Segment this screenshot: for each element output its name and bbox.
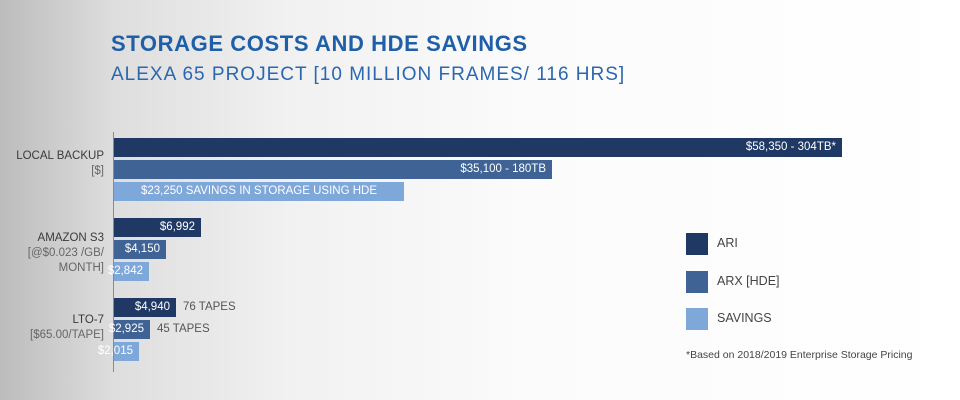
category-unit: [@$0.023 /GB/ MONTH] — [27, 247, 104, 274]
footnote: *Based on 2018/2019 Enterprise Storage P… — [686, 349, 913, 361]
legend-label-savings: SAVINGS — [717, 311, 772, 325]
chart-subtitle: ALEXA 65 PROJECT [10 MILLION FRAMES/ 116… — [111, 64, 626, 85]
bar-value-label: $2,015 — [97, 345, 133, 357]
legend-swatch-arx — [686, 271, 708, 293]
legend-swatch-ari — [686, 233, 708, 255]
category-unit: [$] — [91, 165, 104, 177]
bar-ari-1: $6,992 — [114, 218, 201, 237]
bar-value-label: $4,940 — [134, 301, 170, 313]
bar-savings-1: $2,842 — [108, 262, 149, 281]
bar-savings-2: $2,015 — [98, 342, 139, 361]
bar-value-label: $4,150 — [124, 243, 160, 255]
bar-ari-0: $58,350 - 304TB* — [114, 138, 842, 157]
bar-arx-hde-2: $2,925 — [109, 320, 150, 339]
bar-annotation: 45 TAPES — [157, 323, 210, 335]
chart-title: STORAGE COSTS AND HDE SAVINGS — [111, 31, 528, 56]
category-unit: [$65.00/TAPE] — [30, 329, 104, 341]
bar-arx-hde-0: $35,100 - 180TB — [114, 160, 552, 179]
bar-value-label: $35,100 - 180TB — [460, 163, 546, 175]
bar-annotation: 76 TAPES — [183, 301, 236, 313]
bar-arx-hde-1: $4,150 — [114, 240, 166, 259]
category-axis-line — [113, 132, 114, 372]
bar-value-label: $23,250 SAVINGS IN STORAGE USING HDE — [140, 185, 378, 197]
category-name: AMAZON S3 — [37, 232, 104, 244]
legend-label-arx: ARX [HDE] — [717, 274, 780, 288]
legend-swatch-savings — [686, 308, 708, 330]
category-name: LTO-7 — [72, 314, 104, 326]
category-label-2: LTO-7 [$65.00/TAPE] — [0, 313, 104, 343]
bar-value-label: $2,842 — [107, 265, 143, 277]
legend-label-ari: ARI — [717, 236, 738, 250]
category-name: LOCAL BACKUP — [16, 150, 104, 162]
bar-ari-2: $4,940 — [114, 298, 176, 317]
bar-value-label: $6,992 — [159, 221, 195, 233]
bar-savings-0: $23,250 SAVINGS IN STORAGE USING HDE — [114, 182, 404, 201]
category-label-0: LOCAL BACKUP [$] — [0, 149, 104, 179]
bar-value-label: $2,925 — [108, 323, 144, 335]
bar-value-label: $58,350 - 304TB* — [745, 141, 836, 153]
category-label-1: AMAZON S3 [@$0.023 /GB/ MONTH] — [0, 231, 104, 276]
